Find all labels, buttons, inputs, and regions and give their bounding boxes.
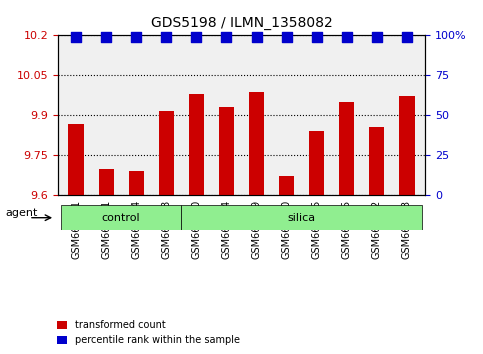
Bar — [159, 111, 174, 195]
Bar — [99, 170, 114, 195]
Point — [283, 34, 290, 40]
Text: agent: agent — [6, 208, 38, 218]
Point — [343, 34, 351, 40]
Bar — [369, 127, 384, 195]
Point — [373, 34, 381, 40]
Point — [253, 34, 260, 40]
Point — [162, 34, 170, 40]
Text: silica: silica — [287, 213, 316, 223]
Bar — [128, 171, 144, 195]
Bar — [279, 176, 294, 195]
Legend: transformed count, percentile rank within the sample: transformed count, percentile rank withi… — [53, 316, 243, 349]
Bar — [339, 102, 355, 195]
Point — [72, 34, 80, 40]
Point — [193, 34, 200, 40]
Text: control: control — [102, 213, 141, 223]
FancyBboxPatch shape — [61, 205, 181, 230]
Bar — [189, 94, 204, 195]
Bar — [309, 131, 324, 195]
Title: GDS5198 / ILMN_1358082: GDS5198 / ILMN_1358082 — [151, 16, 332, 30]
Point — [403, 34, 411, 40]
Point — [223, 34, 230, 40]
Point — [132, 34, 140, 40]
Bar — [249, 92, 264, 195]
FancyBboxPatch shape — [181, 205, 422, 230]
Bar — [69, 124, 84, 195]
Point — [102, 34, 110, 40]
Bar — [399, 96, 414, 195]
Point — [313, 34, 321, 40]
Bar — [219, 107, 234, 195]
